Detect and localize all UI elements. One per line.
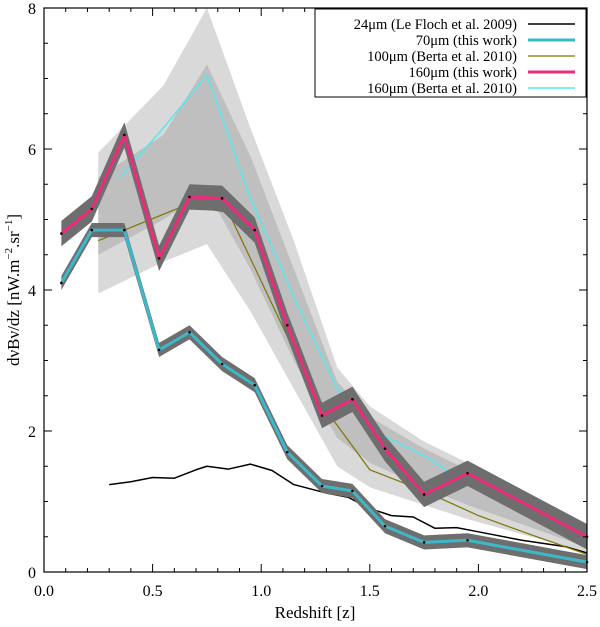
legend-label-70um-this-work: 70μm (this work) [416,33,517,49]
y-axis-label-main: dνBν/dz [nW.m [4,260,23,366]
160um-this-work-point [253,228,256,232]
y-axis-label-mid: .sr [4,231,23,248]
160um-this-work-point [285,323,289,327]
legend-label-160um-this-work: 160μm (this work) [409,65,518,81]
70um-this-work-point [253,383,256,387]
70um-this-work-point [466,538,469,542]
y-tick-label: 2 [28,424,36,441]
160um-this-work-point [188,195,191,199]
160um-this-work-point [351,397,354,401]
160um-this-work-point [157,256,161,260]
y-axis-label: dνBν/dz [nW.m−2.sr−1] [3,214,23,366]
160um-this-work-point [60,232,63,235]
70um-this-work-point [351,489,354,493]
y-tick-label: 8 [28,1,36,18]
legend-label-24um-le-floch-et-al-2009: 24μm (Le Floch et al. 2009) [354,17,517,33]
160um-this-work-point [90,207,94,211]
70um-this-work-line [60,228,588,564]
160um-this-work-error-band [61,122,588,550]
legend: 24μm (Le Floch et al. 2009)70μm (this wo… [314,8,587,98]
x-tick-label: 0.5 [143,583,163,600]
x-tick-label: 1.5 [360,583,380,600]
y-tick-label: 0 [28,565,36,582]
bands-layer [98,8,588,553]
series-layer [60,74,589,570]
160um-this-work-point [383,447,387,450]
y-tick-label: 6 [28,142,36,159]
y-axis-label-sup2: −1 [3,220,15,232]
x-tick-label: 2.0 [468,583,488,600]
70um-this-work-point [157,348,161,352]
160um-this-work-point [123,133,126,137]
70um-this-work-point [60,281,63,285]
x-tick-label: 0.0 [34,583,54,600]
160um-this-work-line [60,133,588,539]
x-tick-label: 1.0 [251,583,271,600]
160um-this-work-point [220,197,224,200]
160um-this-work-point [422,493,426,496]
160um-this-work-point [466,472,469,475]
160um-berta-inner-band [98,64,588,548]
legend-label-100um-berta-et-al-2010: 100μm (Berta et al. 2010) [367,49,517,65]
70um-this-work-point [285,450,289,454]
70um-this-work-point [383,524,387,528]
70um-this-work-point [188,331,191,334]
x-tick-label: 2.5 [577,583,597,600]
70um-this-work-point [320,484,324,488]
70um-this-work-point [123,228,126,232]
70um-this-work-point [220,362,224,366]
160um-this-work-point [320,414,324,417]
70um-this-work-point [90,228,94,232]
y-tick-label: 4 [28,283,36,300]
y-axis-label-sup1: −2 [3,248,15,260]
y-axis-label-end: ] [4,214,23,220]
legend-label-160um-berta-et-al-2010: 160μm (Berta et al. 2010) [367,81,517,97]
x-axis-label: Redshift [z] [275,603,356,622]
70um-this-work-point [422,541,426,544]
